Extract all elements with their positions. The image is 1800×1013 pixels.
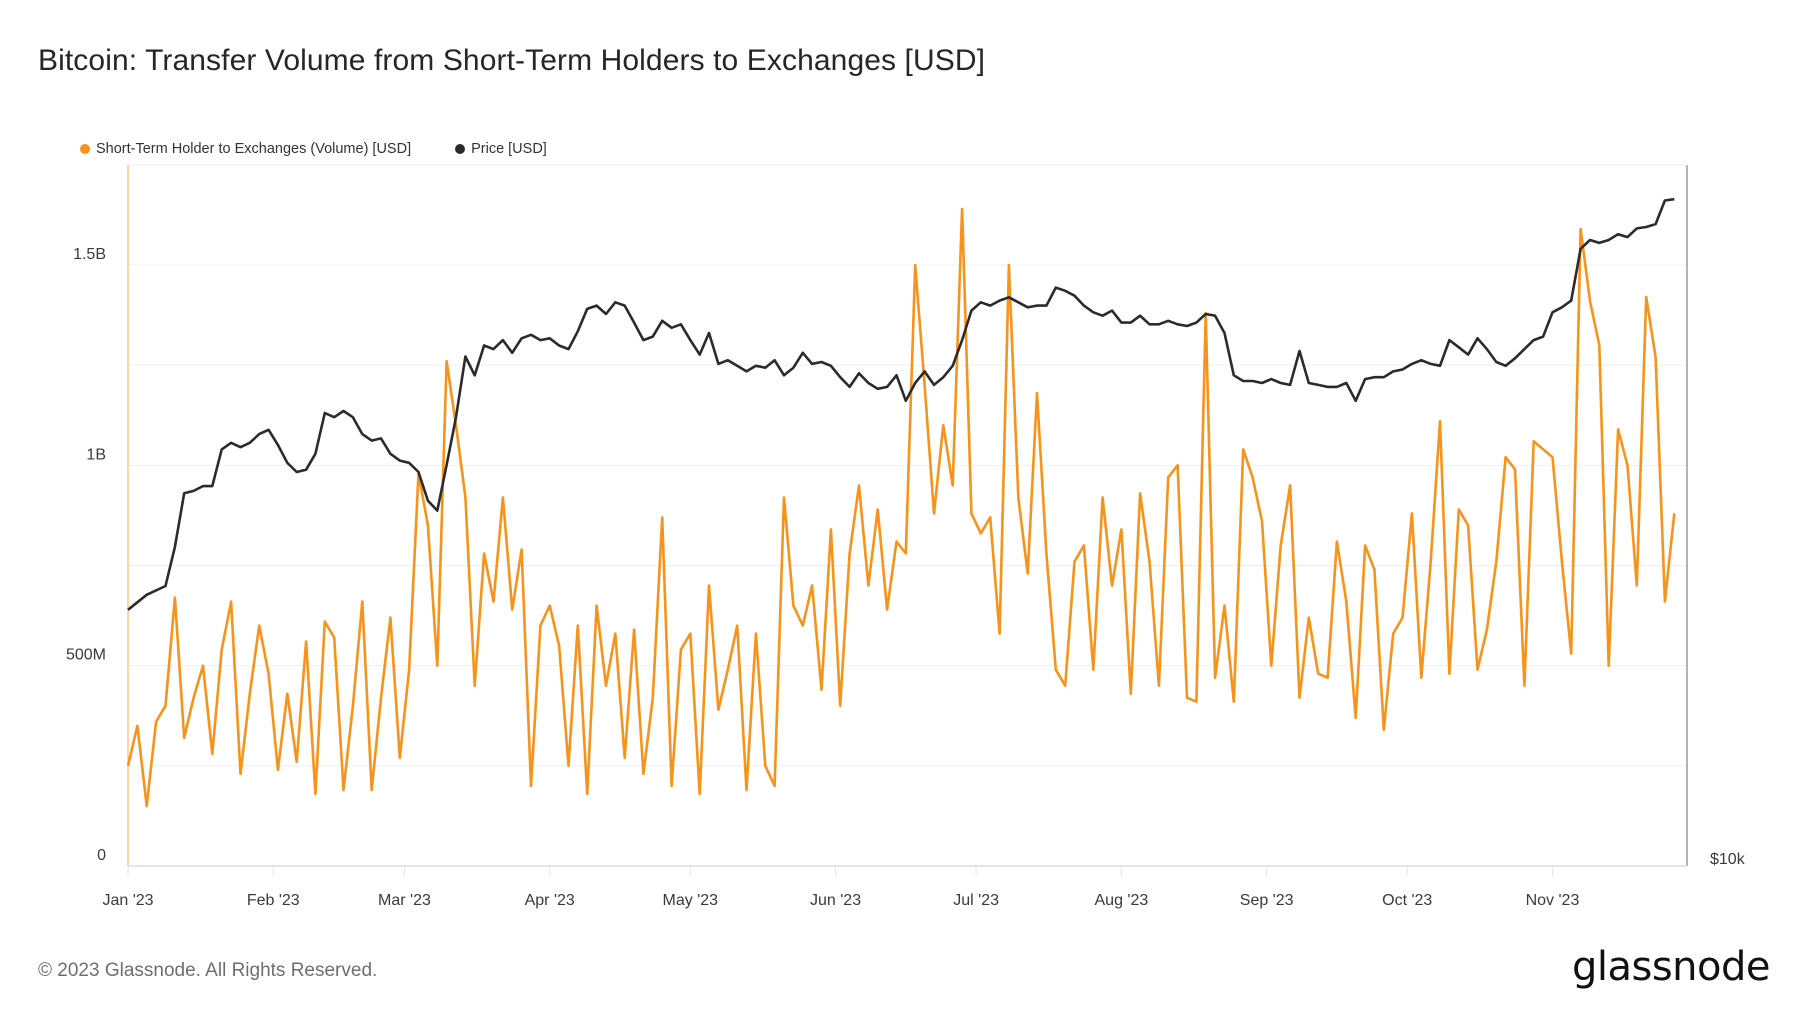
legend-label-volume: Short-Term Holder to Exchanges (Volume) …	[96, 141, 412, 157]
chart-title: Bitcoin: Transfer Volume from Short-Term…	[38, 44, 986, 77]
left-axis-tick-label: 1B	[86, 446, 106, 463]
left-axis-ticks: 1.5B 1B 500M 0	[66, 246, 106, 864]
x-axis-tick-label: Mar '23	[378, 892, 431, 909]
x-axis-ticks: Jan '23 Feb '23 Mar '23 Apr '23 May '23 Jun '…	[102, 866, 1579, 909]
x-axis-tick-label: Aug '23	[1095, 892, 1149, 909]
x-axis-tick-label: Feb '23	[247, 892, 300, 909]
x-axis-tick-label: Jan '23	[102, 892, 153, 909]
legend-item-price[interactable]: Price [USD]	[455, 141, 547, 157]
right-axis-tick-10k: $10k	[1710, 851, 1746, 868]
x-axis-tick-label: Oct '23	[1382, 892, 1432, 909]
x-axis-tick-label: Jun '23	[810, 892, 861, 909]
black-dot-icon	[455, 144, 466, 154]
x-axis-tick-label: Apr '23	[525, 892, 575, 909]
orange-dot-icon	[80, 144, 90, 154]
left-axis-tick-label: 1.5B	[73, 246, 106, 263]
x-axis-tick-label: Nov '23	[1526, 892, 1580, 909]
gridlines	[128, 264, 1687, 767]
legend-label-price: Price [USD]	[471, 141, 547, 157]
glassnode-logo: glassnode	[1571, 944, 1771, 990]
left-axis-tick-label: 500M	[66, 647, 106, 664]
price-series-line	[127, 197, 1675, 611]
legend-item-volume[interactable]: Short-Term Holder to Exchanges (Volume) …	[80, 141, 411, 157]
x-axis-tick-label: Jul '23	[953, 892, 999, 909]
left-axis-tick-label: 0	[97, 847, 106, 864]
copyright-text: © 2023 Glassnode. All Rights Reserved.	[38, 960, 378, 981]
x-axis-tick-label: May '23	[663, 892, 719, 909]
volume-series-line	[126, 207, 1676, 808]
x-axis-tick-label: Sep '23	[1240, 892, 1294, 909]
legend: Short-Term Holder to Exchanges (Volume) …	[80, 141, 547, 157]
